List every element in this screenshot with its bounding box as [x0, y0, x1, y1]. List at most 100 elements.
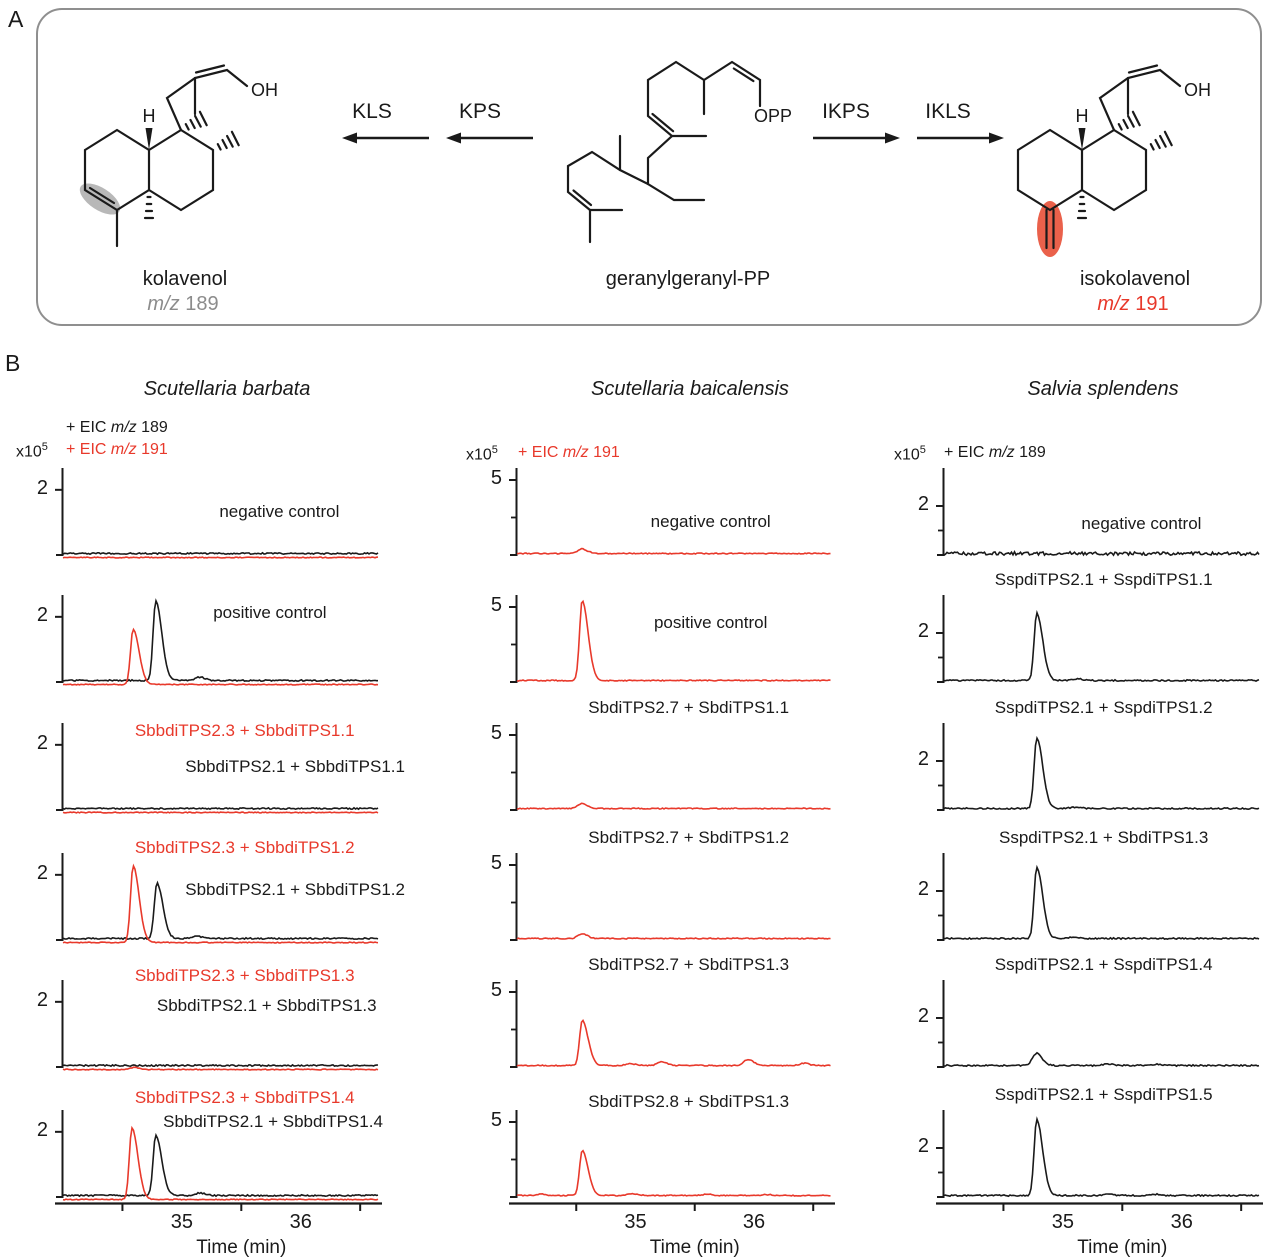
eic-trace-red	[516, 1149, 831, 1197]
y-tick-label: 2	[917, 747, 929, 770]
trace-label: negative control	[650, 512, 771, 531]
species-header-salvia-splendens: Salvia splendens	[1027, 378, 1179, 400]
time-axis-label: Time (min)	[196, 1237, 287, 1257]
trace-label: SbdiTPS2.7 + SbdiTPS1.3	[588, 955, 790, 974]
x-tick-label: 35	[170, 1211, 193, 1233]
mz-label-kolavenol: m/z 189	[147, 293, 219, 315]
time-axis-svg	[55, 1202, 382, 1211]
trace-label: SspdiTPS2.1 + SspdiTPS1.5	[994, 1085, 1213, 1104]
ggpp-structure: OPP	[566, 60, 792, 244]
y-tick-label: 5	[490, 979, 502, 1001]
trace-label: SbbdiTPS2.1 + SbbdiTPS1.4	[163, 1112, 383, 1131]
y-tick-label: 2	[36, 731, 48, 754]
eic-legend-col2-red: + EIC m/z 191	[518, 444, 620, 461]
time-axis-label: Time (min)	[1077, 1237, 1168, 1257]
chromatogram-panel-svg	[509, 595, 831, 683]
trace-label: SbbdiTPS2.1 + SbbdiTPS1.2	[185, 880, 405, 899]
chromatogram-panel-svg	[55, 723, 379, 814]
eic-trace-black	[62, 1132, 379, 1198]
trace-label: SspdiTPS2.1 + SspdiTPS1.2	[994, 698, 1213, 717]
chromatogram-panel-svg	[936, 980, 1260, 1068]
eic-trace-red	[516, 1019, 831, 1067]
svg-text:OH: OH	[251, 80, 278, 100]
x-tick-label: 35	[1051, 1211, 1074, 1233]
eic-trace-black	[62, 880, 379, 941]
chromatogram-panel-svg	[55, 853, 379, 944]
kolavenol-structure: H OH	[79, 64, 278, 248]
eic-trace-red	[62, 863, 379, 944]
y-tick-label: 2	[917, 492, 929, 515]
eic-trace-red	[62, 627, 379, 686]
time-axis-label: Time (min)	[649, 1237, 740, 1257]
trace-label: SspdiTPS2.1 + SspdiTPS1.1	[994, 570, 1213, 589]
trace-label: SbbdiTPS2.3 + SbbdiTPS1.2	[134, 838, 355, 857]
chromatogram-panel-svg	[936, 468, 1260, 557]
scale-label-col1: x105	[16, 441, 48, 461]
eic-legend-col1-red: + EIC m/z 191	[66, 441, 168, 458]
arrow-label-ikls: IKLS	[925, 100, 971, 123]
molecule-name-kolavenol: kolavenol	[142, 268, 228, 290]
trace-label: positive control	[653, 613, 768, 632]
y-tick-label: 2	[917, 1004, 929, 1027]
svg-text:OH: OH	[1184, 80, 1211, 100]
eic-trace-black	[62, 1063, 379, 1068]
eic-trace-black	[62, 551, 379, 556]
eic-trace-red	[62, 1125, 379, 1201]
y-tick-label: 2	[36, 476, 48, 499]
y-tick-label: 2	[36, 861, 48, 884]
trace-label: SbbdiTPS2.3 + SbbdiTPS1.4	[134, 1088, 355, 1107]
mz-label-isokolavenol: m/z 191	[1097, 293, 1169, 315]
arrow-label-ikps: IKPS	[822, 100, 870, 123]
scheme-box	[36, 8, 1262, 326]
red-highlight-ellipse	[1037, 201, 1063, 257]
chromatogram-panel-svg	[509, 980, 831, 1068]
y-tick-label: 2	[36, 988, 48, 1011]
chromatogram-panel-svg	[936, 595, 1260, 683]
y-tick-label: 2	[917, 877, 929, 900]
chromatogram-panel-svg	[55, 980, 379, 1071]
eic-trace-red	[516, 599, 831, 682]
y-tick-label: 5	[490, 722, 502, 744]
eic-legend-col1-black: + EIC m/z 189	[66, 419, 168, 436]
y-tick-label: 5	[490, 852, 502, 874]
trace-label: SbdiTPS2.7 + SbdiTPS1.2	[588, 828, 790, 847]
trace-label: SbbdiTPS2.3 + SbbdiTPS1.3	[134, 966, 355, 985]
eic-legend-col3-black: + EIC m/z 189	[944, 444, 1046, 461]
svg-text:H: H	[143, 106, 156, 126]
eic-trace-red	[62, 1066, 379, 1071]
y-tick-label: 2	[917, 1134, 929, 1157]
x-tick-label: 36	[289, 1211, 312, 1233]
x-tick-label: 36	[1170, 1211, 1193, 1233]
chromatogram-panel-svg	[509, 853, 831, 941]
y-tick-label: 2	[917, 619, 929, 642]
svg-text:H: H	[1076, 106, 1089, 126]
y-tick-label: 2	[36, 1118, 48, 1141]
molecule-name-isokolavenol: isokolavenol	[1079, 268, 1191, 290]
panel-b-letter: B	[5, 350, 21, 376]
reaction-arrow-left-kps	[446, 132, 533, 144]
eic-trace-black	[943, 1116, 1260, 1198]
y-tick-label: 2	[36, 603, 48, 626]
chromatogram-panel-svg	[509, 723, 831, 811]
reaction-arrow-right-ikps	[813, 132, 900, 144]
y-tick-label: 5	[490, 467, 502, 489]
trace-label: negative control	[219, 502, 340, 521]
scale-label-col2: x105	[466, 444, 498, 464]
trace-label: positive control	[213, 603, 327, 622]
species-header-scutellaria-baicalensis: Scutellaria baicalensis	[591, 378, 789, 400]
eic-trace-black	[943, 864, 1260, 941]
eic-trace-black	[62, 598, 378, 683]
x-tick-label: 35	[624, 1211, 647, 1233]
time-axis-svg	[936, 1202, 1263, 1211]
chromatogram-panel-svg	[936, 1110, 1260, 1198]
chromatogram-panel-svg	[509, 468, 831, 556]
trace-label: SspdiTPS2.1 + SbdiTPS1.3	[998, 828, 1209, 847]
eic-trace-red	[516, 802, 831, 810]
eic-trace-black	[944, 609, 1260, 683]
eic-trace-black	[943, 549, 1260, 557]
chromatogram-panel-svg	[936, 853, 1260, 941]
reaction-arrow-left-kls	[342, 132, 429, 144]
trace-label: SbbdiTPS2.1 + SbbdiTPS1.1	[185, 757, 405, 776]
y-tick-label: 5	[490, 1109, 502, 1131]
